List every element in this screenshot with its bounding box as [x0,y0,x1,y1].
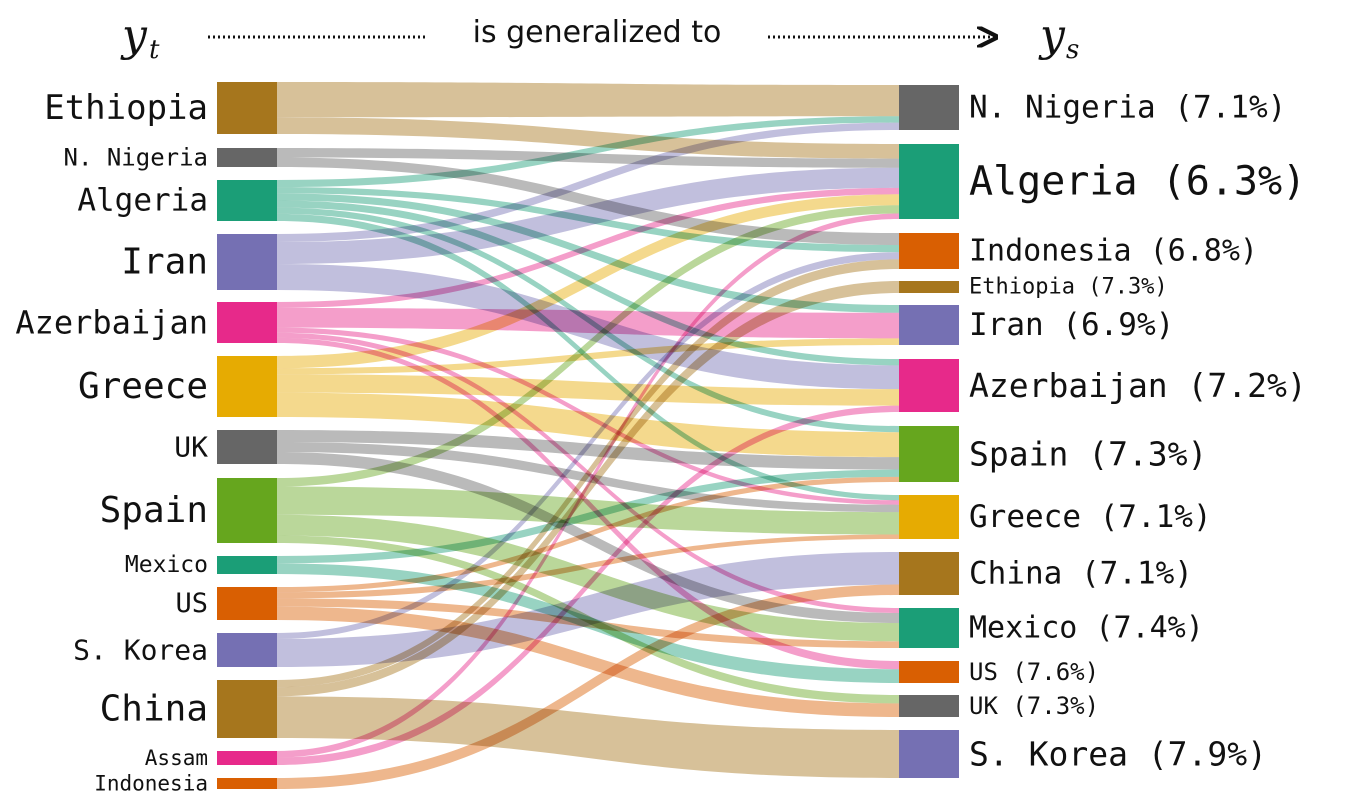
target-label-ethiopia: Ethiopia (7.3%) [969,275,1168,300]
target-label-uk: UK (7.3%) [969,692,1099,720]
flow-azerbaijan-to-algeria [277,187,899,308]
target-label-us: US (7.6%) [969,658,1099,686]
source-node-spain [217,478,277,543]
flow-china-to-indonesia [277,259,899,688]
target-nodes: N. Nigeria (7.1%) Algeria (6.3%) Indonesia… [899,85,1307,778]
source-node-assam [217,751,277,765]
source-label-uk: UK [174,431,208,464]
flow-iran-to-algeria [277,167,899,264]
flow-uk-to-mexico [277,452,899,623]
source-node-s-korea [217,633,277,667]
target-node-greece [899,495,959,539]
target-node-uk [899,695,959,717]
source-node-mexico [217,556,277,574]
target-node-iran [899,305,959,345]
flow-greece-to-iran [277,338,899,375]
source-node-algeria [217,180,277,221]
target-label-mexico: Mexico (7.4%) [969,611,1204,646]
source-label-s-korea: S. Korea [73,634,208,667]
target-label-china: China (7.1%) [969,556,1193,592]
left-axis-symbol: y [120,10,148,61]
source-node-indonesia [217,778,277,789]
flow-assam-to-algeria [277,213,899,758]
left-axis-subscript: t [149,35,160,65]
flow-china-to-ethiopia [277,281,899,697]
flow-n-nigeria-to-algeria [277,148,899,168]
source-label-assam: Assam [145,746,208,770]
flow-indonesia-to-china [277,584,899,789]
flow-greece-to-algeria [277,194,899,369]
source-label-spain: Spain [100,490,208,531]
flow-s-korea-to-indonesia [277,252,899,639]
target-label-algeria: Algeria (6.3%) [969,159,1306,205]
source-label-mexico: Mexico [125,552,208,578]
source-node-us [217,587,277,620]
source-label-iran: Iran [121,242,208,283]
source-node-uk [217,430,277,464]
target-label-n-nigeria: N. Nigeria (7.1%) [969,90,1286,126]
source-node-ethiopia [217,82,277,134]
target-label-s-korea: S. Korea (7.9%) [969,735,1267,774]
flow-mexico-to-spain [277,469,899,564]
target-node-china [899,552,959,595]
source-label-ethiopia: Ethiopia [44,88,208,128]
flow-greece-to-azerbaijan [277,374,899,406]
flow-spain-to-mexico [277,514,899,642]
source-node-iran [217,234,277,290]
target-label-spain: Spain (7.3%) [969,435,1207,474]
source-node-azerbaijan [217,302,277,343]
right-axis-symbol: y [1038,10,1066,61]
flow-algeria-to-iran [277,193,899,313]
flow-algeria-to-n-nigeria [277,116,899,188]
flow-china-to-s-korea [277,696,899,778]
flow-spain-to-greece [277,486,899,535]
target-node-indonesia [899,233,959,269]
flow-uk-to-spain [277,430,899,470]
right-axis-subscript: s [1066,35,1079,65]
target-label-indonesia: Indonesia (6.8%) [969,234,1258,269]
flow-us-to-uk [277,606,899,717]
source-label-us: US [175,588,208,619]
flow-us-to-greece [277,534,899,599]
flow-ethiopia-to-algeria [277,117,899,159]
target-node-s-korea [899,730,959,778]
target-node-azerbaijan [899,359,959,412]
target-label-azerbaijan: Azerbaijan (7.2%) [969,366,1307,405]
header: y t is generalized to y s [120,10,1079,65]
target-node-us [899,661,959,683]
target-node-algeria [899,144,959,219]
flow-n-nigeria-to-indonesia [277,157,899,245]
source-label-greece: Greece [78,366,208,407]
target-node-n-nigeria [899,85,959,130]
target-label-greece: Greece (7.1%) [969,499,1212,535]
source-label-indonesia: Indonesia [94,772,208,796]
flow-assam-to-azerbaijan [277,405,899,765]
flow-ethiopia-to-n-nigeria [277,82,899,118]
source-node-china [217,680,277,738]
flows [277,82,899,789]
flow-greece-to-spain [277,392,899,458]
flow-iran-to-n-nigeria [277,122,899,242]
source-label-algeria: Algeria [77,183,208,219]
source-label-china: China [100,689,208,730]
flow-spain-to-algeria [277,205,899,487]
source-label-n-nigeria: N. Nigeria [64,144,209,172]
target-node-spain [899,426,959,482]
source-nodes: Ethiopia N. Nigeria Algeria Iran Azerbaijan G… [15,82,277,796]
source-node-n-nigeria [217,148,277,167]
target-label-iran: Iran (6.9%) [969,307,1174,343]
flow-us-to-spain [277,476,899,593]
source-label-azerbaijan: Azerbaijan [15,304,208,342]
target-node-mexico [899,608,959,648]
target-node-ethiopia [899,281,959,293]
header-caption: is generalized to [473,15,722,50]
source-node-greece [217,356,277,417]
